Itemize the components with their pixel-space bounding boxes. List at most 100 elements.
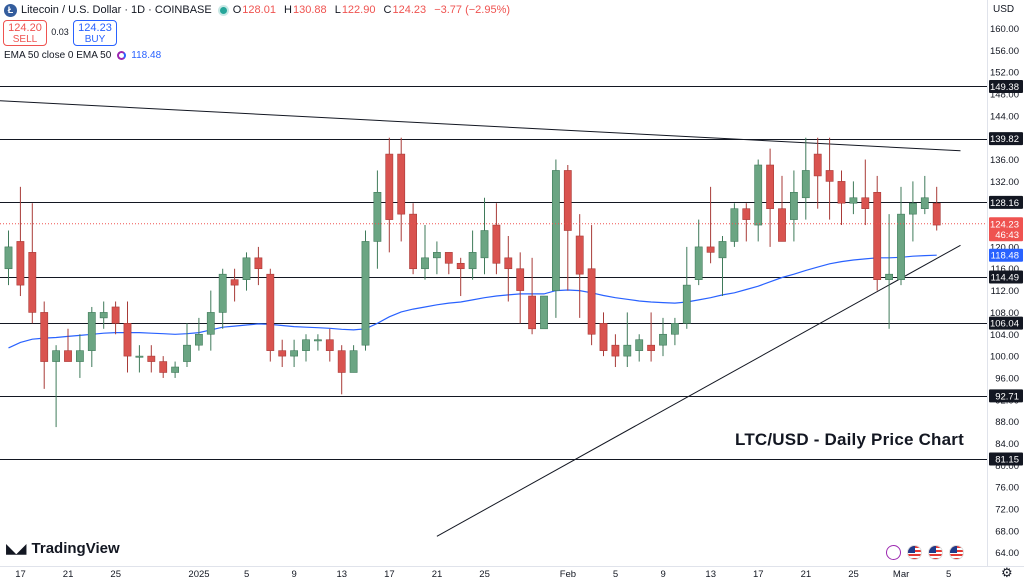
- candle[interactable]: [218, 268, 227, 329]
- candle[interactable]: [528, 257, 536, 335]
- level-price-label[interactable]: 139.82: [989, 132, 1023, 146]
- ema-price-label[interactable]: 118.48: [989, 248, 1023, 262]
- candle[interactable]: [313, 334, 322, 351]
- candle[interactable]: [682, 246, 691, 329]
- candle[interactable]: [290, 339, 298, 368]
- time-axis[interactable]: 17 21 25 2025 5 9 13 17 21 25 Feb 5 9 13 17 21 25 Mar 5: [15, 569, 951, 580]
- candle[interactable]: [849, 181, 858, 215]
- candle[interactable]: [76, 334, 84, 378]
- candle[interactable]: [611, 334, 620, 368]
- candle[interactable]: [789, 170, 798, 242]
- candle[interactable]: [302, 334, 310, 362]
- candle[interactable]: [754, 159, 763, 242]
- candle[interactable]: [28, 203, 37, 324]
- sell-button[interactable]: 124.20 SELL: [3, 20, 47, 46]
- tradingview-logo[interactable]: ◣◢ TradingView: [6, 540, 120, 557]
- candle[interactable]: [480, 197, 489, 275]
- candle[interactable]: [635, 334, 644, 362]
- candle[interactable]: [278, 339, 287, 368]
- candle[interactable]: [492, 203, 501, 275]
- candle[interactable]: [861, 159, 870, 226]
- candle[interactable]: [397, 137, 406, 242]
- candle[interactable]: [540, 295, 548, 330]
- buy-button[interactable]: 124.23 BUY: [73, 20, 117, 46]
- candle[interactable]: [147, 345, 156, 373]
- candle[interactable]: [337, 345, 346, 395]
- candle[interactable]: [599, 312, 608, 357]
- candle[interactable]: [111, 301, 120, 335]
- candle[interactable]: [837, 170, 846, 226]
- candle[interactable]: [504, 235, 513, 302]
- gear-icon[interactable]: ⚙: [1001, 565, 1013, 580]
- candle[interactable]: [659, 317, 667, 357]
- candle[interactable]: [575, 214, 584, 318]
- level-price-label[interactable]: 114.49: [989, 270, 1023, 284]
- candle[interactable]: [563, 165, 572, 291]
- candle[interactable]: [266, 268, 275, 362]
- candle[interactable]: [349, 345, 358, 373]
- currency-label[interactable]: USD: [993, 4, 1015, 15]
- candle[interactable]: [778, 175, 786, 242]
- candle[interactable]: [694, 219, 703, 286]
- candle[interactable]: [421, 225, 429, 280]
- candle[interactable]: [254, 246, 263, 286]
- candle[interactable]: [623, 312, 632, 368]
- candle[interactable]: [825, 137, 834, 220]
- symbol-header[interactable]: Ł Litecoin / U.S. Dollar · 1D · COINBASE…: [4, 2, 515, 18]
- candle[interactable]: [801, 137, 810, 220]
- candle[interactable]: [742, 203, 751, 242]
- trendline[interactable]: [436, 244, 961, 537]
- candle[interactable]: [171, 361, 179, 378]
- level-price-label[interactable]: 81.15: [989, 452, 1023, 466]
- candle[interactable]: [4, 230, 13, 286]
- candle[interactable]: [908, 181, 917, 242]
- level-price-label[interactable]: 92.71: [989, 389, 1023, 403]
- candle[interactable]: [242, 252, 251, 291]
- candle[interactable]: [183, 323, 191, 368]
- candle[interactable]: [932, 186, 941, 231]
- candle[interactable]: [551, 159, 560, 318]
- us-flag-icon[interactable]: [949, 545, 964, 560]
- candle[interactable]: [718, 235, 727, 297]
- candle[interactable]: [373, 170, 382, 269]
- candle[interactable]: [813, 137, 822, 209]
- candle[interactable]: [873, 175, 882, 291]
- candle[interactable]: [456, 257, 465, 297]
- candle[interactable]: [766, 148, 774, 247]
- level-price-label[interactable]: 128.16: [989, 195, 1023, 209]
- candle[interactable]: [206, 290, 215, 351]
- symbol-title[interactable]: Litecoin / U.S. Dollar · 1D · COINBASE: [21, 4, 212, 16]
- candle[interactable]: [16, 186, 25, 297]
- candle[interactable]: [123, 301, 132, 373]
- candle[interactable]: [135, 345, 144, 373]
- price-axis[interactable]: 64.0068.0072.0076.0080.0084.0088.0092.00…: [990, 24, 1019, 559]
- level-price-label[interactable]: 106.04: [989, 316, 1023, 330]
- candle[interactable]: [516, 252, 525, 324]
- candle[interactable]: [99, 301, 108, 329]
- candle[interactable]: [647, 312, 655, 362]
- us-flag-icon[interactable]: [907, 545, 922, 560]
- candle[interactable]: [385, 137, 394, 253]
- candle[interactable]: [444, 252, 453, 275]
- candle[interactable]: [40, 301, 49, 389]
- ema-50-series-line[interactable]: [8, 254, 937, 349]
- candle[interactable]: [920, 175, 929, 215]
- candle[interactable]: [730, 203, 739, 247]
- candle[interactable]: [409, 203, 417, 275]
- candle[interactable]: [432, 241, 441, 275]
- trendline[interactable]: [0, 100, 961, 152]
- candle[interactable]: [706, 186, 715, 264]
- level-price-label[interactable]: 149.38: [989, 79, 1023, 93]
- candle[interactable]: [670, 317, 679, 346]
- ema-indicator-legend[interactable]: EMA 50 close 0 EMA 50 118.48: [4, 50, 161, 61]
- lightning-event-icon[interactable]: [886, 545, 901, 560]
- candle[interactable]: [87, 306, 96, 368]
- candle[interactable]: [468, 230, 477, 280]
- candle[interactable]: [159, 356, 168, 378]
- candle[interactable]: [52, 345, 60, 428]
- candle[interactable]: [897, 186, 905, 286]
- candle[interactable]: [361, 230, 370, 351]
- candle[interactable]: [195, 317, 203, 351]
